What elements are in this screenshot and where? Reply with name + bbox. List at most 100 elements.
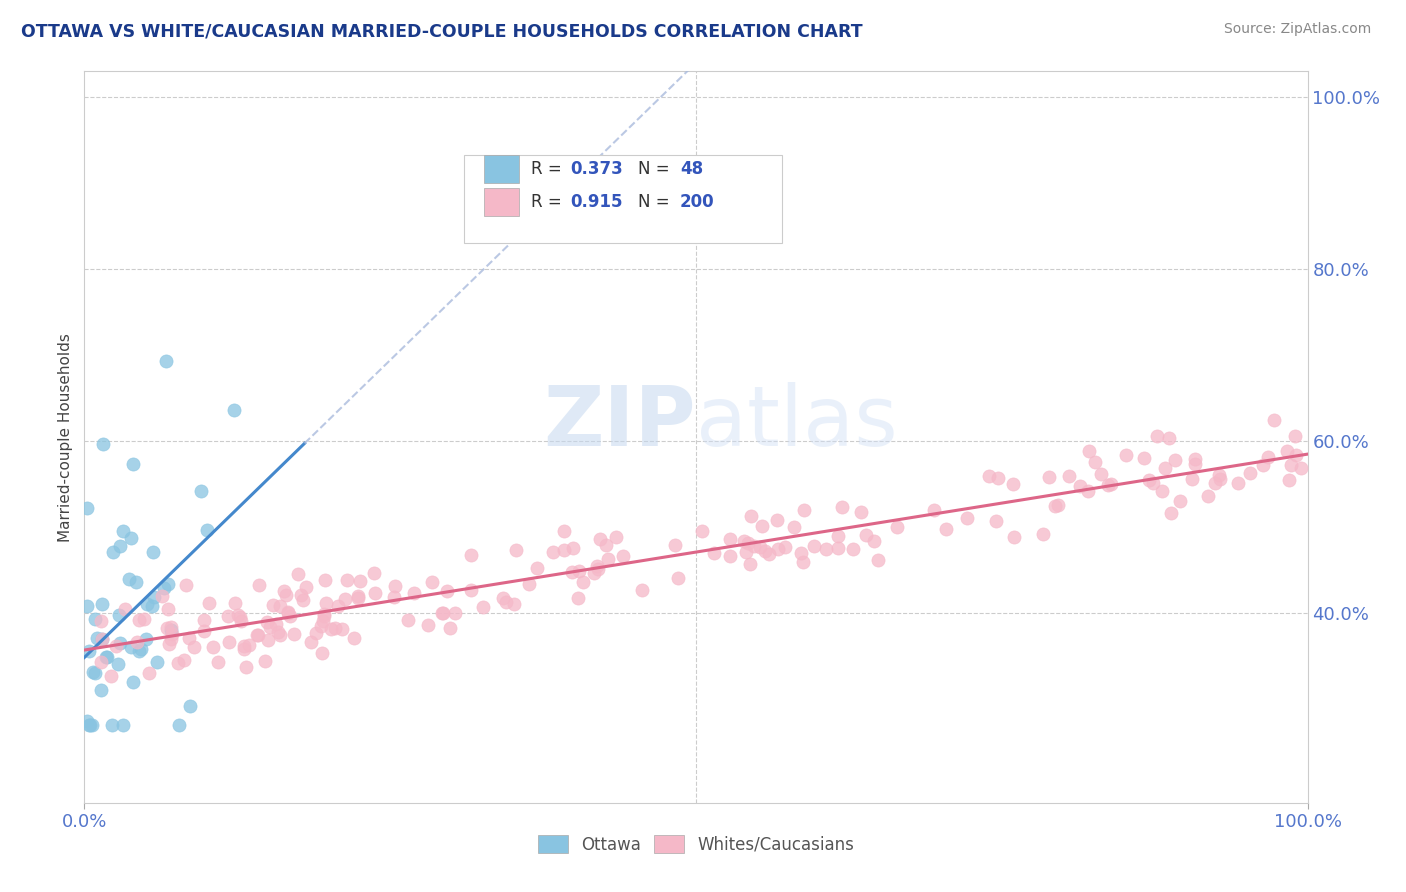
Point [586,558,609,573]
Point [572,574,595,589]
Point [335,592,357,607]
Point [703,546,725,560]
Point [157,576,180,591]
Point [136,597,159,611]
Point [132,612,155,626]
Point [1181,472,1204,486]
Point [1251,458,1274,473]
Y-axis label: Married-couple Households: Married-couple Households [58,333,73,541]
Point [364,586,387,600]
Point [1146,429,1168,443]
Point [1115,448,1137,462]
Point [1227,475,1250,490]
Point [1170,493,1192,508]
Point [768,541,790,556]
Point [315,596,337,610]
Point [141,599,163,613]
Point [1137,473,1160,487]
Point [384,579,406,593]
Text: N =: N = [638,161,671,178]
Point [128,643,150,657]
Text: 200: 200 [681,194,714,211]
Point [793,502,815,516]
Point [349,574,371,589]
Point [299,634,322,648]
Point [568,564,591,578]
Point [121,458,143,472]
Point [135,632,157,647]
Point [108,608,131,623]
Point [273,584,295,599]
Point [179,698,201,713]
Point [1291,460,1313,475]
Point [748,540,770,554]
Point [1038,470,1060,484]
Point [269,599,291,613]
Point [330,622,353,636]
Point [420,575,443,590]
Point [432,606,454,620]
Point [742,539,765,553]
Point [1047,498,1070,512]
Point [1142,475,1164,490]
Point [122,675,145,690]
Point [104,639,127,653]
Point [1160,507,1182,521]
Point [436,584,458,599]
Point [169,718,191,732]
Point [217,609,239,624]
Point [326,599,349,613]
Point [304,625,326,640]
Point [156,602,179,616]
Point [224,596,246,610]
Point [277,605,299,619]
Point [1163,452,1185,467]
Point [718,532,741,546]
Point [143,590,166,604]
Point [402,586,425,600]
Point [396,613,419,627]
Point [1284,429,1306,443]
Point [924,503,946,517]
Point [1157,431,1180,445]
Point [90,655,112,669]
Point [91,436,114,450]
Point [278,608,301,623]
Point [101,545,124,559]
Point [517,577,540,591]
Point [80,718,103,732]
Point [472,600,495,615]
Point [129,642,152,657]
Point [955,511,977,525]
Text: 0.373: 0.373 [569,161,623,178]
Text: ZIP: ZIP [544,382,696,463]
Point [553,543,575,558]
Point [1043,500,1066,514]
Point [720,549,742,563]
Text: R =: R = [531,161,567,178]
Point [267,625,290,640]
Point [290,589,312,603]
Point [323,621,346,635]
Point [108,636,131,650]
Point [193,624,215,638]
Point [159,623,181,637]
Point [127,635,149,649]
Point [851,505,873,519]
Point [274,588,297,602]
Point [1198,489,1220,503]
Point [831,500,853,515]
Point [107,657,129,671]
Point [232,641,254,656]
Point [1208,472,1230,486]
Point [321,622,343,636]
Point [228,610,250,624]
Point [1239,466,1261,480]
Point [758,547,780,561]
Point [737,536,759,550]
Point [738,558,761,572]
Point [76,599,98,614]
Point [439,621,461,635]
Point [1154,461,1177,475]
Point [855,528,877,542]
